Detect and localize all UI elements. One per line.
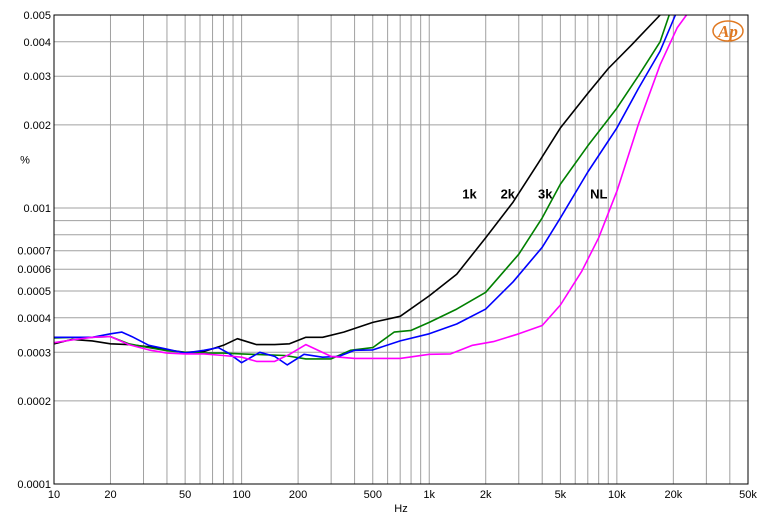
y-tick-label: 0.005 <box>23 10 51 22</box>
x-tick-label: 20k <box>664 489 682 501</box>
x-tick-labels: 10 20 50 100 200 500 1k 2k 5k 10k 20k 50k <box>48 489 757 501</box>
y-tick-label: 0.002 <box>23 120 51 132</box>
series-line-2k <box>53 14 670 360</box>
series-lines <box>53 14 688 366</box>
ap-logo: Ap <box>712 20 744 42</box>
y-tick-labels: 0.005 0.004 0.003 0.002 0.001 0.0007 0.0006 0.0… <box>17 10 51 491</box>
y-tick-label: 0.001 <box>23 203 51 215</box>
y-axis-label: % <box>20 154 30 166</box>
x-tick-label: 500 <box>364 489 382 501</box>
y-tick-label: 0.003 <box>23 71 51 83</box>
grid <box>53 14 749 485</box>
series-line-1k <box>53 14 661 354</box>
series-label-2k: 2k <box>501 187 516 202</box>
series-labels: 1k 2k 3k NL <box>462 187 607 202</box>
x-tick-label: 20 <box>104 489 116 501</box>
y-tick-label: 0.0005 <box>17 286 51 298</box>
series-line-3k <box>54 14 677 366</box>
y-tick-label: 0.0006 <box>17 264 51 276</box>
series-line-nl <box>53 14 688 363</box>
series-label-1k: 1k <box>462 187 477 202</box>
y-tick-label: 0.0007 <box>17 246 51 258</box>
y-tick-label: 0.004 <box>23 37 51 49</box>
x-axis-label: Hz <box>394 503 407 515</box>
plot-frame <box>53 14 749 485</box>
x-tick-label: 100 <box>232 489 250 501</box>
y-tick-label: 0.0001 <box>17 479 51 491</box>
y-tick-label: 0.0003 <box>17 347 51 359</box>
y-tick-label: 0.0004 <box>17 313 51 325</box>
y-tick-label: 0.0002 <box>17 396 51 408</box>
ap-logo-ring <box>712 20 744 42</box>
ap-logo-text: Ap <box>717 22 738 41</box>
x-tick-label: 50k <box>739 489 757 501</box>
x-tick-label: 1k <box>423 489 435 501</box>
series-label-nl: NL <box>590 187 607 202</box>
x-tick-label: 2k <box>480 489 492 501</box>
x-tick-label: 5k <box>555 489 567 501</box>
x-tick-label: 10 <box>48 489 60 501</box>
x-tick-label: 10k <box>608 489 626 501</box>
x-tick-label: 50 <box>179 489 191 501</box>
x-tick-label: 200 <box>289 489 307 501</box>
series-label-3k: 3k <box>538 187 553 202</box>
